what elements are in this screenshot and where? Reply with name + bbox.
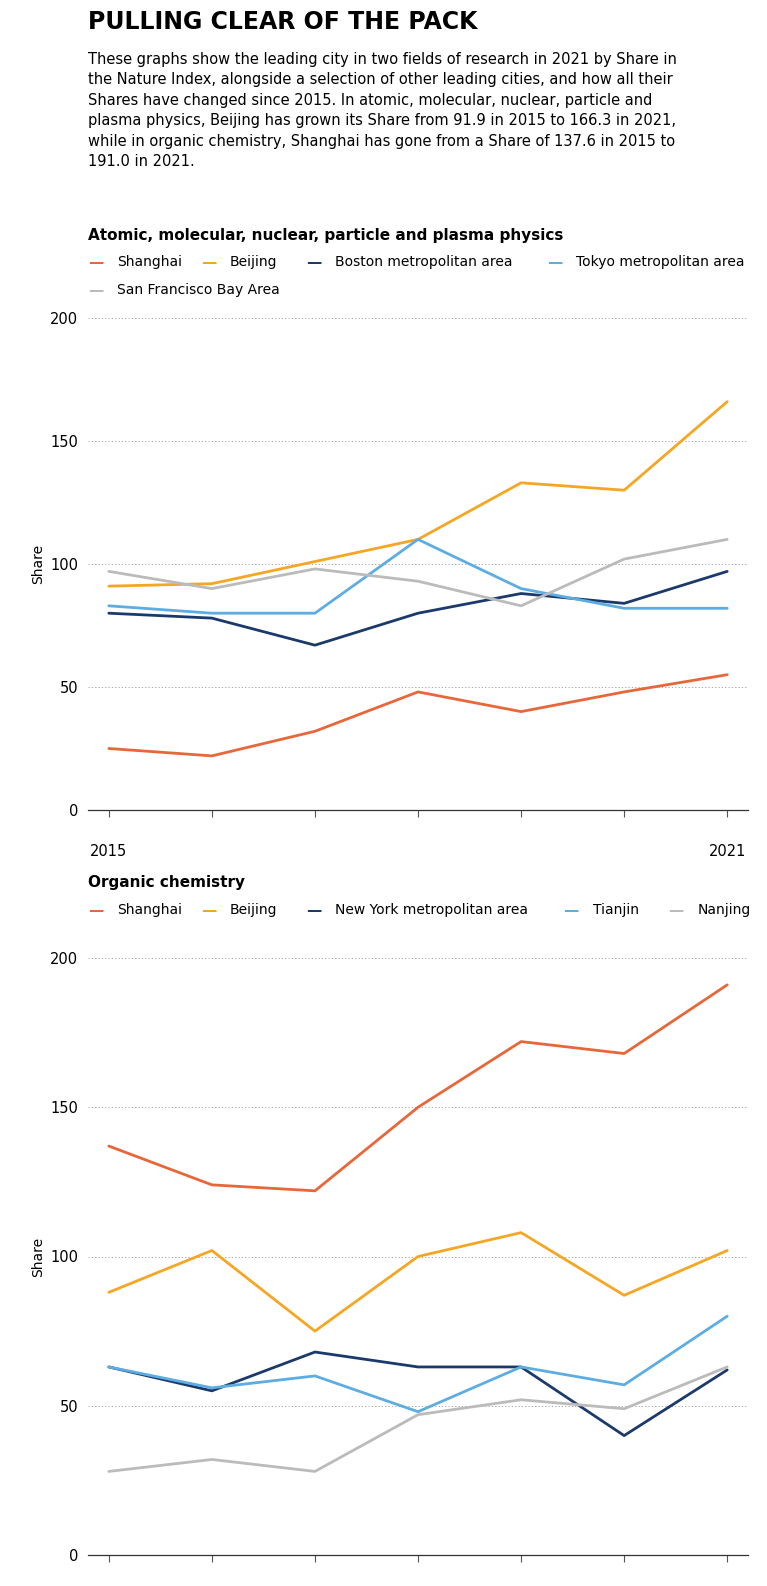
Text: Organic chemistry: Organic chemistry (88, 875, 245, 890)
Text: —: — (548, 254, 563, 270)
Text: —: — (88, 902, 104, 917)
Text: Boston metropolitan area: Boston metropolitan area (334, 255, 512, 270)
Y-axis label: Share: Share (31, 1237, 44, 1277)
Text: Tokyo metropolitan area: Tokyo metropolitan area (577, 255, 745, 270)
Text: —: — (305, 902, 321, 917)
Y-axis label: Share: Share (31, 544, 44, 584)
Text: —: — (88, 282, 104, 298)
Text: Shanghai: Shanghai (117, 255, 183, 270)
Text: —: — (201, 254, 216, 270)
Text: Shanghai: Shanghai (117, 902, 183, 917)
Text: Beijing: Beijing (230, 255, 278, 270)
Text: —: — (201, 902, 216, 917)
Text: PULLING CLEAR OF THE PACK: PULLING CLEAR OF THE PACK (88, 10, 478, 33)
Text: —: — (88, 254, 104, 270)
Text: —: — (563, 902, 579, 917)
Text: Atomic, molecular, nuclear, particle and plasma physics: Atomic, molecular, nuclear, particle and… (88, 228, 564, 243)
Text: San Francisco Bay Area: San Francisco Bay Area (117, 282, 280, 297)
Text: 2015: 2015 (91, 844, 127, 860)
Text: Nanjing: Nanjing (697, 902, 750, 917)
Text: —: — (305, 254, 321, 270)
Text: —: — (668, 902, 683, 917)
Text: These graphs show the leading city in two fields of research in 2021 by Share in: These graphs show the leading city in tw… (88, 52, 677, 170)
Text: 2021: 2021 (709, 844, 746, 860)
Text: Tianjin: Tianjin (593, 902, 638, 917)
Text: New York metropolitan area: New York metropolitan area (334, 902, 528, 917)
Text: Beijing: Beijing (230, 902, 278, 917)
